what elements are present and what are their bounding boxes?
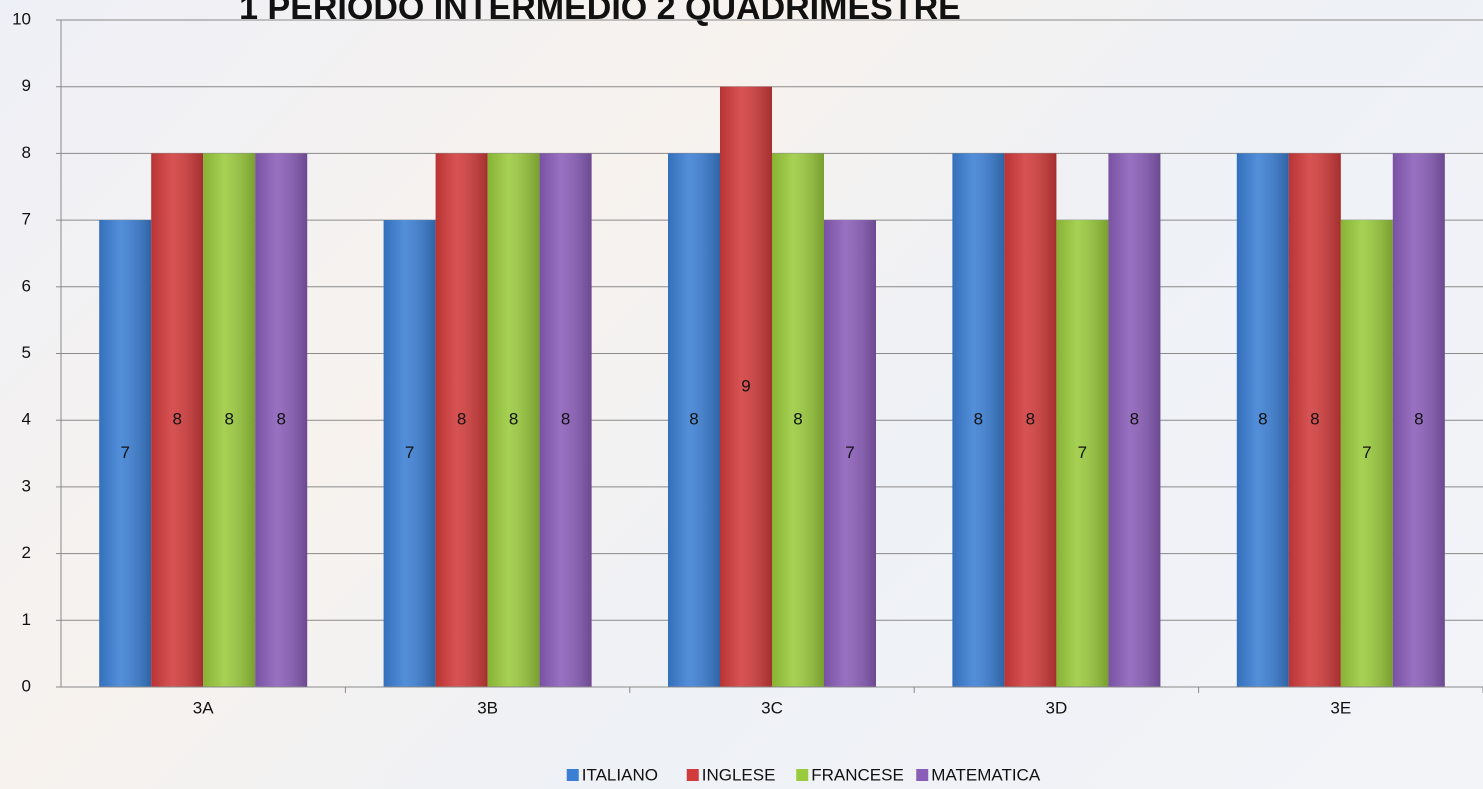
legend-label: INGLESE [702,765,776,784]
x-tick-label: 3E [1330,698,1351,717]
y-tick-label: 3 [22,476,31,495]
bar-shade [99,220,152,687]
data-label: 7 [1362,443,1371,462]
y-tick-label: 1 [22,610,31,629]
data-label: 7 [1078,443,1087,462]
data-label: 8 [1026,410,1035,429]
x-tick-label: 3D [1046,698,1068,717]
bar-shade [383,220,436,687]
bar-shade [1004,153,1057,687]
y-tick-label: 6 [22,276,31,295]
y-tick-label: 0 [22,676,31,695]
legend-swatch [566,769,579,781]
legend-swatch [796,769,809,781]
legend-label: FRANCESE [811,765,904,784]
data-label: 8 [1130,410,1139,429]
bar-shade [1056,220,1109,687]
y-tick-label: 10 [12,9,31,28]
data-label: 8 [276,410,285,429]
bar-shade [487,153,540,687]
data-label: 8 [1310,410,1319,429]
bar-shade [952,153,1005,687]
data-label: 8 [561,410,570,429]
bar-shade [151,153,204,687]
y-tick-label: 9 [22,76,31,95]
y-tick-label: 4 [22,410,31,429]
data-label: 8 [509,410,518,429]
data-label: 8 [974,410,983,429]
bar-shade [1288,153,1341,687]
data-label: 7 [405,443,414,462]
x-tick-label: 3A [193,698,214,717]
bar-shade [772,153,824,687]
legend-swatch [916,769,929,781]
chart-title: 1 PERIODO INTERMEDIO 2 QUADRIMESTRE [239,0,961,27]
data-label: 7 [845,443,854,462]
data-label: 8 [1414,410,1423,429]
bar-shade [720,86,772,687]
data-label: 8 [689,410,698,429]
y-tick-label: 7 [22,210,31,229]
bar-shade [539,153,592,687]
data-label: 8 [457,410,466,429]
legend-label: ITALIANO [582,765,658,784]
bar-shade [255,153,308,687]
bar-shade [1392,153,1445,687]
y-tick-label: 8 [22,143,31,162]
data-label: 7 [120,443,129,462]
bar-shade [1340,220,1393,687]
legend-swatch [686,769,699,781]
data-label: 8 [224,410,233,429]
bar-shade [1108,153,1161,687]
bar-shade [1236,153,1289,687]
bar-shade [435,153,488,687]
x-tick-label: 3B [477,698,498,717]
x-tick-label: 3C [761,698,783,717]
bar-shade [668,153,720,687]
legend-label: MATEMATICA [931,765,1041,784]
data-label: 9 [741,376,750,395]
data-label: 8 [1258,410,1267,429]
bar-shade [824,220,876,687]
y-tick-label: 2 [22,543,31,562]
y-tick-label: 5 [22,343,31,362]
data-label: 8 [172,410,181,429]
data-label: 8 [793,410,802,429]
bar-shade [203,153,256,687]
